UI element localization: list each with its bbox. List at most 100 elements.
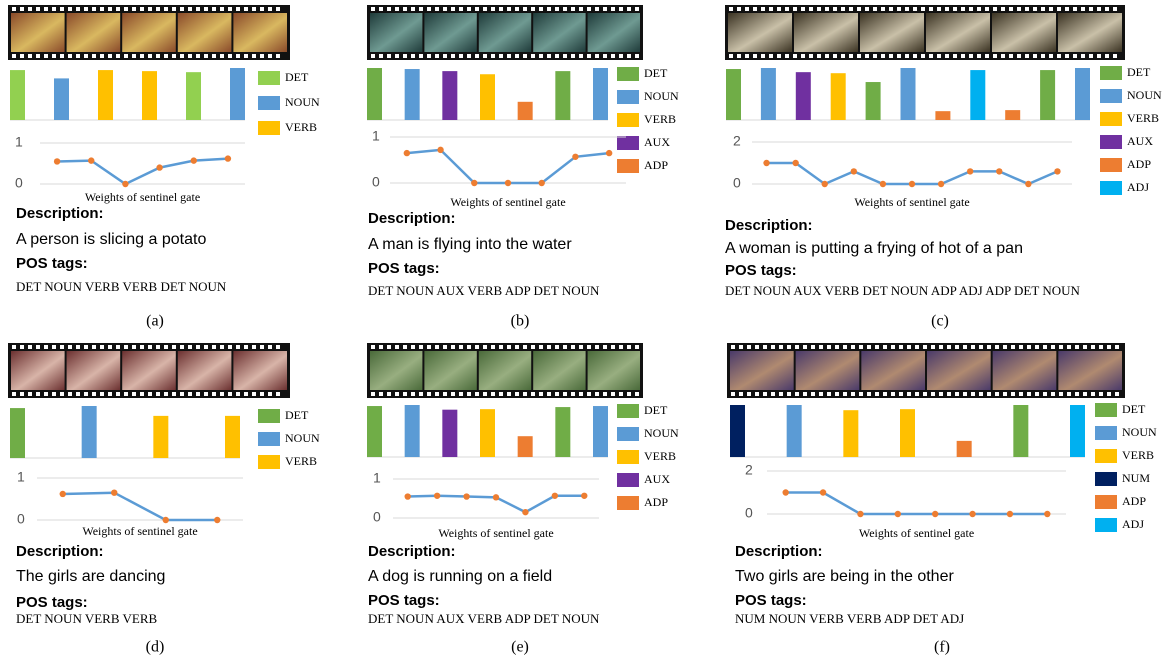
legend-swatch <box>1100 112 1122 126</box>
sprocket <box>635 345 639 349</box>
sprocket <box>395 7 399 11</box>
sprocket <box>467 7 471 11</box>
sprocket <box>769 54 773 58</box>
bar <box>935 111 951 120</box>
bar <box>10 408 25 458</box>
pos-heading: POS tags: <box>725 262 797 279</box>
bar <box>760 68 776 120</box>
marker <box>538 179 545 187</box>
video-frame <box>424 351 477 390</box>
sprocket <box>60 54 64 58</box>
marker <box>551 492 559 499</box>
sprocket <box>132 392 136 396</box>
sprocket <box>787 392 791 396</box>
sprocket <box>451 345 455 349</box>
sprocket <box>531 345 535 349</box>
legend-label: NOUN <box>1127 88 1162 102</box>
sprocket <box>579 392 583 396</box>
sprocket <box>180 7 184 11</box>
sprocket <box>777 7 781 11</box>
sprocket <box>595 392 599 396</box>
pos-tags: DET NOUN AUX VERB ADP DET NOUN <box>368 611 600 626</box>
bar <box>404 69 420 120</box>
sprocket <box>1051 392 1055 396</box>
panel-label: (f) <box>934 639 950 656</box>
video-frame <box>587 13 640 52</box>
marker <box>966 168 974 175</box>
sprocket <box>515 54 519 58</box>
legend-swatch <box>617 113 639 127</box>
sprocket <box>763 392 767 396</box>
sprocket <box>371 7 375 11</box>
sprocket <box>955 392 959 396</box>
sprocket <box>196 54 200 58</box>
video-frame <box>177 13 232 52</box>
sprocket <box>819 392 823 396</box>
sprocket <box>905 7 909 11</box>
sprocket <box>387 54 391 58</box>
legend-label: VERB <box>1127 111 1159 125</box>
sprocket <box>961 54 965 58</box>
bar <box>517 436 533 457</box>
sprocket <box>889 7 893 11</box>
sprocket <box>100 7 104 11</box>
sprocket <box>467 54 471 58</box>
sprocket <box>507 345 511 349</box>
sprocket <box>228 54 232 58</box>
sprocket <box>28 54 32 58</box>
sprocket <box>140 392 144 396</box>
sprocket <box>803 392 807 396</box>
sprocket <box>92 54 96 58</box>
bar <box>367 68 382 120</box>
sprocket <box>961 7 965 11</box>
sprocket <box>865 7 869 11</box>
sprocket <box>915 345 919 349</box>
bar <box>142 71 157 120</box>
sprocket <box>539 345 543 349</box>
sprocket <box>947 392 951 396</box>
legend-swatch <box>258 409 280 423</box>
sprocket <box>827 345 831 349</box>
marker <box>792 159 799 167</box>
sprocket <box>953 7 957 11</box>
sprocket <box>883 392 887 396</box>
sprocket <box>547 54 551 58</box>
sprocket <box>977 7 981 11</box>
sprocket <box>859 345 863 349</box>
sprocket <box>761 7 765 11</box>
description-heading: Description: <box>725 217 813 234</box>
sprocket <box>1043 392 1047 396</box>
sprocket <box>825 54 829 58</box>
sprocket <box>979 392 983 396</box>
sprocket <box>1025 7 1029 11</box>
video-frame <box>233 351 287 390</box>
x-axis-label: Weights of sentinel gate <box>854 195 969 209</box>
sprocket <box>843 345 847 349</box>
sprocket <box>499 392 503 396</box>
sprocket <box>116 7 120 11</box>
description-heading: Description: <box>368 210 456 227</box>
marker <box>937 180 945 188</box>
sprocket <box>739 392 743 396</box>
description-heading: Description: <box>735 543 823 560</box>
sprocket <box>905 54 909 58</box>
sprocket <box>755 345 759 349</box>
marker <box>88 157 95 164</box>
sprocket <box>84 345 88 349</box>
marker <box>857 510 864 518</box>
sprocket <box>475 54 479 58</box>
sprocket <box>84 392 88 396</box>
sprocket <box>595 54 599 58</box>
sprocket <box>427 392 431 396</box>
marker <box>879 180 887 188</box>
x-axis-label: Weights of sentinel gate <box>450 195 565 209</box>
legend-label: AUX <box>1127 134 1153 148</box>
sprocket <box>921 7 925 11</box>
sprocket <box>801 54 805 58</box>
sprocket <box>579 7 583 11</box>
sprocket <box>443 345 447 349</box>
sprocket <box>955 345 959 349</box>
sprocket <box>603 392 607 396</box>
sprocket <box>1049 7 1053 11</box>
pos-heading: POS tags: <box>735 592 807 609</box>
